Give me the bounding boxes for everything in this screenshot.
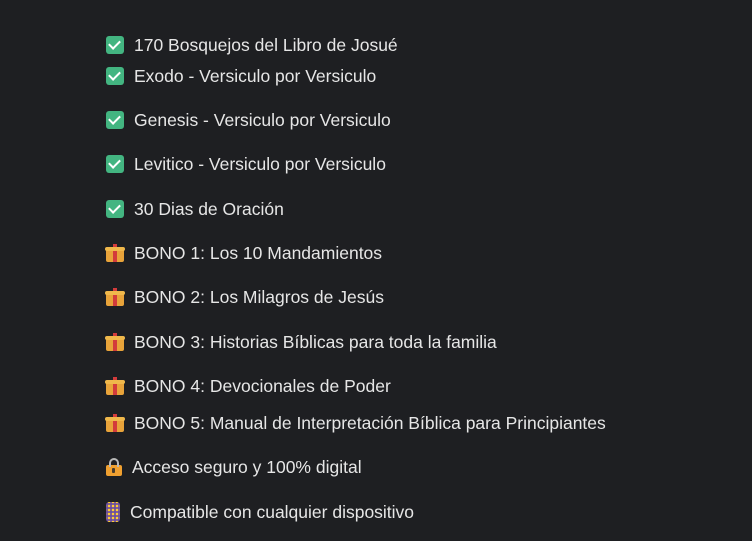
item-label: BONO 2: Los Milagros de Jesús xyxy=(134,286,384,307)
item-label: 170 Bosquejos del Libro de Josué xyxy=(134,34,398,55)
item-label: BONO 1: Los 10 Mandamientos xyxy=(134,242,383,263)
list-item: Levitico - Versiculo por Versiculo xyxy=(106,153,386,175)
list-item: BONO 3: Historias Bíblicas para toda la … xyxy=(105,331,497,353)
list-item: BONO 4: Devocionales de Poder xyxy=(105,375,391,397)
check-box-icon xyxy=(106,111,124,129)
check-box-icon xyxy=(106,67,124,85)
item-label: BONO 5: Manual de Interpretación Bíblica… xyxy=(134,412,606,433)
list-item: Acceso seguro y 100% digital xyxy=(106,456,362,478)
item-label: Acceso seguro y 100% digital xyxy=(132,456,362,477)
gift-icon xyxy=(105,288,125,306)
item-label: BONO 4: Devocionales de Poder xyxy=(134,375,391,396)
list-item: BONO 5: Manual de Interpretación Bíblica… xyxy=(105,412,606,434)
item-label: Levitico - Versiculo por Versiculo xyxy=(134,153,386,174)
list-item: BONO 2: Los Milagros de Jesús xyxy=(105,286,384,308)
list-item: BONO 1: Los 10 Mandamientos xyxy=(105,242,383,264)
gift-icon xyxy=(105,333,125,351)
check-box-icon xyxy=(106,200,124,218)
list-item: Exodo - Versiculo por Versiculo xyxy=(106,65,376,87)
item-label: Genesis - Versiculo por Versiculo xyxy=(134,109,391,130)
gift-icon xyxy=(105,244,125,262)
list-item: 170 Bosquejos del Libro de Josué xyxy=(106,34,398,56)
check-box-icon xyxy=(106,36,124,54)
gift-icon xyxy=(105,414,125,432)
gift-icon xyxy=(105,377,125,395)
list-item: 30 Dias de Oración xyxy=(106,198,284,220)
item-label: BONO 3: Historias Bíblicas para toda la … xyxy=(134,331,497,352)
item-label: Exodo - Versiculo por Versiculo xyxy=(134,65,377,86)
list-item: Genesis - Versiculo por Versiculo xyxy=(106,109,391,131)
list-item: Compatible con cualquier dispositivo xyxy=(106,501,414,523)
item-label: 30 Dias de Oración xyxy=(134,198,284,219)
lock-icon xyxy=(106,458,122,476)
check-box-icon xyxy=(106,155,124,173)
mobile-phone-icon xyxy=(106,502,120,522)
item-label: Compatible con cualquier dispositivo xyxy=(130,501,415,522)
